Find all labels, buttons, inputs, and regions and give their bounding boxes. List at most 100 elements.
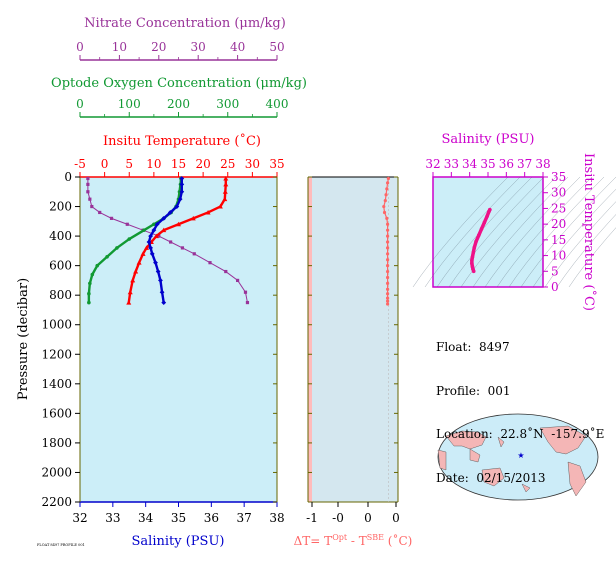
oxygen-tick-label: 300 <box>216 97 239 111</box>
ts-point <box>470 258 474 263</box>
nitrate-point <box>86 176 90 181</box>
ts-salinity-tick-label: 36 <box>499 157 514 171</box>
nitrate-point <box>245 300 250 305</box>
delta-point <box>386 234 390 238</box>
ts-point <box>487 209 491 214</box>
nitrate-axis-title: Nitrate Concentration (μm/kg) <box>84 16 286 31</box>
nitrate-point <box>224 269 228 274</box>
footer-tag: FLOAT 8497 PROFILE 001 <box>37 543 85 547</box>
salinity-point <box>148 245 153 251</box>
nitrate-point <box>86 190 90 194</box>
delta-point <box>386 228 390 232</box>
temperature-point <box>176 221 181 227</box>
nitrate-tick-label: 30 <box>191 40 206 54</box>
salinity-point <box>159 289 165 295</box>
profile-plot-area <box>80 177 277 502</box>
float-info-block: Float: 8497 Profile: 001 Location: 22.8˚… <box>436 311 604 500</box>
ts-temperature-axis-title: Insitu Temperature (˚C) <box>581 153 597 311</box>
temperature-point <box>143 245 149 250</box>
oxygen-axis-title: Optode Oxygen Concentration (μm/kg) <box>51 76 307 91</box>
ts-salinity-tick-label: 37 <box>517 157 532 171</box>
oxygen-point <box>87 291 91 296</box>
pressure-axis-title: Pressure (decibar) <box>16 278 31 400</box>
ts-salinity-tick-label: 33 <box>444 157 459 171</box>
ts-temperature-tick-label: 15 <box>551 233 566 247</box>
ts-isopycnal-line <box>520 176 616 288</box>
salinity-point <box>151 227 157 233</box>
temperature-tick-label: 30 <box>245 157 260 171</box>
delta-point <box>385 187 389 191</box>
pressure-tick-label: 1600 <box>41 406 72 420</box>
salinity-tick-label: 38 <box>269 511 284 525</box>
pressure-tick-label: 800 <box>49 288 72 302</box>
salinity-point <box>179 181 185 187</box>
delta-point <box>386 292 390 296</box>
salinity-point <box>158 278 163 283</box>
oxygen-point <box>90 272 95 277</box>
ts-isopycnal-line <box>568 227 616 288</box>
nitrate-point <box>192 252 196 256</box>
temperature-point <box>223 175 229 181</box>
ts-temperature-tick-label: 5 <box>551 264 559 278</box>
delta-point <box>386 281 390 285</box>
pressure-tick-label: 1400 <box>41 377 72 391</box>
salinity-point <box>161 215 167 221</box>
temperature-point <box>223 181 229 187</box>
float-location-marker: ★ <box>517 451 524 460</box>
salinity-point <box>149 251 155 257</box>
delta-point <box>386 299 390 303</box>
nitrate-point <box>208 261 212 265</box>
nitrate-tick-label: 0 <box>76 40 84 54</box>
salinity-point <box>179 189 185 195</box>
ts-isopycnal-line <box>556 214 616 288</box>
temperature-point <box>222 196 228 202</box>
temperature-point <box>205 209 211 215</box>
pressure-tick-label: 2000 <box>41 465 72 479</box>
delta-point <box>386 302 390 306</box>
nitrate-point <box>90 204 94 209</box>
ts-salinity-axis-title: Salinity (PSU) <box>442 132 535 147</box>
salinity-tick-label: 34 <box>138 511 154 525</box>
salinity-point <box>161 300 167 305</box>
delta-point <box>386 240 390 244</box>
ts-temperature-tick-label: 10 <box>551 249 566 263</box>
temperature-tick-label: 5 <box>125 157 133 171</box>
ts-point <box>485 214 489 219</box>
salinity-tick-label: 32 <box>72 511 87 525</box>
delta-point <box>382 204 386 209</box>
ts-salinity-tick-label: 35 <box>480 157 495 171</box>
delta-plot-inner <box>312 177 398 502</box>
nitrate-point <box>109 216 114 220</box>
temperature-axis-title: Insitu Temperature (˚C) <box>103 133 261 149</box>
ts-point <box>474 239 478 244</box>
oxygen-point <box>105 254 109 259</box>
ts-isopycnal-line <box>472 176 569 288</box>
world-map-inset: ★ <box>437 413 599 501</box>
pressure-tick-label: 2200 <box>41 495 72 509</box>
ts-isopycnal-line <box>532 188 616 288</box>
nitrate-tick-label: 10 <box>112 40 127 54</box>
pressure-tick-label: 400 <box>49 229 72 243</box>
salinity-point <box>155 269 161 274</box>
salinity-point <box>174 204 180 209</box>
oxygen-tick-label: 100 <box>118 97 141 111</box>
salinity-point <box>148 233 153 239</box>
salinity-point <box>153 260 158 266</box>
nitrate-point <box>86 182 90 186</box>
delta-point <box>386 264 390 268</box>
delta-point <box>386 252 390 256</box>
temperature-point <box>130 277 136 283</box>
temperature-tick-label: 0 <box>101 157 109 171</box>
salinity-point <box>179 176 185 181</box>
pressure-tick-label: 200 <box>49 200 72 214</box>
pressure-tick-label: 1800 <box>41 436 72 450</box>
salinity-point <box>154 221 160 227</box>
ts-salinity-tick-label: 34 <box>462 157 478 171</box>
ts-isopycnal-line <box>436 176 533 288</box>
temperature-point <box>153 233 159 239</box>
nitrate-point <box>157 234 161 238</box>
ts-point <box>477 233 481 237</box>
temperature-point <box>140 251 146 256</box>
pressure-tick-label: 600 <box>49 259 72 273</box>
float-location: Location: 22.8˚N -157.9˚E <box>436 427 605 441</box>
